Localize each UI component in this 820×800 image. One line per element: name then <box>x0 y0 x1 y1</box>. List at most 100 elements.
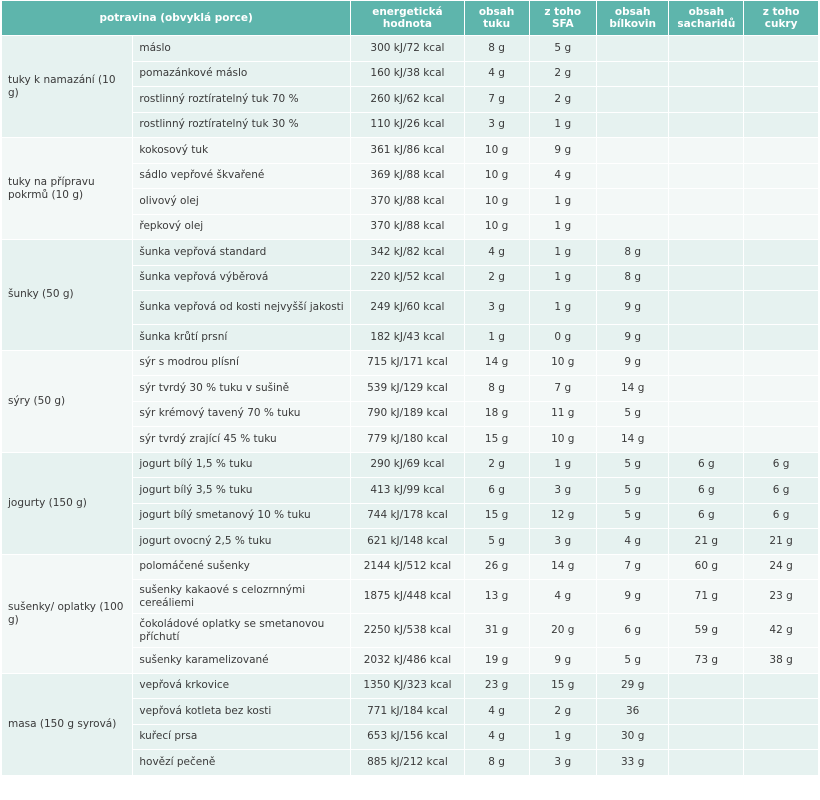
cell-carbs <box>669 724 744 749</box>
cell-protein: 7 g <box>596 554 669 579</box>
table-row: vepřová kotleta bez kosti 771 kJ/184 kcal… <box>2 699 818 724</box>
cell-energy: 160 kJ/38 kcal <box>351 61 464 86</box>
cell-protein <box>596 138 669 163</box>
header-sugar: z toho cukry <box>744 1 818 35</box>
group-label: tuky na přípravu pokrmů (10 g) <box>2 138 133 239</box>
cell-energy: 182 kJ/43 kcal <box>351 325 464 350</box>
cell-sfa: 3 g <box>529 529 596 554</box>
cell-energy: 653 kJ/156 kcal <box>351 724 464 749</box>
cell-fat: 15 g <box>464 503 529 528</box>
food-name: šunka krůtí prsní <box>133 325 351 350</box>
cell-carbs: 21 g <box>669 529 744 554</box>
cell-energy: 744 kJ/178 kcal <box>351 503 464 528</box>
cell-sfa: 20 g <box>529 614 596 647</box>
table-row: masa (150 g syrová) vepřová krkovice 1350 … <box>2 673 818 775</box>
cell-protein: 9 g <box>596 325 669 350</box>
cell-energy: 249 kJ/60 kcal <box>351 291 464 324</box>
cell-fat: 26 g <box>464 554 529 579</box>
cell-sugar <box>744 401 818 426</box>
cell-protein: 5 g <box>596 648 669 673</box>
cell-protein: 9 g <box>596 350 669 375</box>
cell-energy: 885 kJ/212 kcal <box>351 750 464 775</box>
cell-sfa: 1 g <box>529 240 596 265</box>
cell-energy: 260 kJ/62 kcal <box>351 87 464 112</box>
table-row: jogurt ovocný 2,5 % tuku 621 kJ/148 kcal 5… <box>2 529 818 554</box>
cell-sugar <box>744 376 818 401</box>
cell-carbs <box>669 325 744 350</box>
cell-sfa: 2 g <box>529 699 596 724</box>
food-name: šunka vepřová výběrová <box>133 265 351 290</box>
cell-sfa: 1 g <box>529 724 596 749</box>
table-row: sádlo vepřové škvařené 369 kJ/88 kcal 10 g… <box>2 163 818 188</box>
cell-fat: 5 g <box>464 529 529 554</box>
cell-protein: 8 g <box>596 265 669 290</box>
cell-protein: 36 <box>596 699 669 724</box>
cell-sfa: 1 g <box>529 189 596 214</box>
cell-carbs <box>669 427 744 452</box>
food-name: vepřová kotleta bez kosti <box>133 699 351 724</box>
header-row: potravina (obvyklá porce) energetická ho… <box>2 1 818 35</box>
cell-carbs <box>669 163 744 188</box>
cell-fat: 10 g <box>464 214 529 239</box>
cell-energy: 300 kJ/72 kcal <box>351 36 464 61</box>
cell-protein <box>596 112 669 137</box>
cell-carbs <box>669 214 744 239</box>
cell-sugar <box>744 36 818 61</box>
cell-protein: 29 g <box>596 673 669 698</box>
cell-protein <box>596 36 669 61</box>
cell-sugar: 24 g <box>744 554 818 579</box>
cell-carbs: 6 g <box>669 452 744 477</box>
cell-energy: 369 kJ/88 kcal <box>351 163 464 188</box>
cell-energy: 2032 kJ/486 kcal <box>351 648 464 673</box>
cell-fat: 15 g <box>464 427 529 452</box>
cell-sugar <box>744 699 818 724</box>
cell-fat: 7 g <box>464 87 529 112</box>
nutrition-table: potravina (obvyklá porce) energetická ho… <box>1 0 819 776</box>
cell-fat: 4 g <box>464 240 529 265</box>
cell-sugar <box>744 291 818 324</box>
table-row: sýry (50 g) sýr s modrou plísní 715 kJ/171… <box>2 350 818 452</box>
cell-sfa: 1 g <box>529 452 596 477</box>
food-name: čokoládové oplatky se smetanovou příchut… <box>133 614 351 647</box>
cell-sugar: 6 g <box>744 478 818 503</box>
table-row: sušenky karamelizované 2032 kJ/486 kcal 19… <box>2 648 818 673</box>
cell-fat: 8 g <box>464 36 529 61</box>
cell-sfa: 10 g <box>529 427 596 452</box>
food-name: kuřecí prsa <box>133 724 351 749</box>
cell-energy: 2144 kJ/512 kcal <box>351 554 464 579</box>
food-name: hovězí pečeně <box>133 750 351 775</box>
cell-sugar: 6 g <box>744 452 818 477</box>
table-row: rostlinný roztíratelný tuk 70 % 260 kJ/62… <box>2 87 818 112</box>
cell-fat: 1 g <box>464 325 529 350</box>
cell-fat: 8 g <box>464 750 529 775</box>
table-row: čokoládové oplatky se smetanovou příchut… <box>2 614 818 647</box>
cell-protein: 6 g <box>596 614 669 647</box>
food-name: kokosový tuk <box>133 138 351 163</box>
food-name: jogurt bílý smetanový 10 % tuku <box>133 503 351 528</box>
cell-sugar: 6 g <box>744 503 818 528</box>
table-row: jogurty (150 g) jogurt bílý 1,5 % tuku 290… <box>2 452 818 554</box>
cell-protein: 5 g <box>596 478 669 503</box>
group-label: jogurty (150 g) <box>2 452 133 554</box>
cell-energy: 539 kJ/129 kcal <box>351 376 464 401</box>
cell-energy: 342 kJ/82 kcal <box>351 240 464 265</box>
cell-carbs <box>669 699 744 724</box>
header-food: potravina (obvyklá porce) <box>2 1 351 35</box>
cell-sugar <box>744 673 818 698</box>
food-name: sušenky kakaové s celozrnnými cereáliemi <box>133 580 351 613</box>
header-energy: energetická hodnota <box>351 1 464 35</box>
cell-sfa: 14 g <box>529 554 596 579</box>
table-row: sušenky/ oplatky (100 g) polomáčené sušen… <box>2 554 818 673</box>
cell-carbs <box>669 350 744 375</box>
table-row: sýr tvrdý zrající 45 % tuku 779 kJ/180 kc… <box>2 427 818 452</box>
cell-sfa: 15 g <box>529 673 596 698</box>
cell-carbs: 59 g <box>669 614 744 647</box>
cell-sfa: 7 g <box>529 376 596 401</box>
cell-sfa: 9 g <box>529 648 596 673</box>
cell-energy: 361 kJ/86 kcal <box>351 138 464 163</box>
food-name: řepkový olej <box>133 214 351 239</box>
cell-energy: 771 kJ/184 kcal <box>351 699 464 724</box>
cell-sugar <box>744 138 818 163</box>
